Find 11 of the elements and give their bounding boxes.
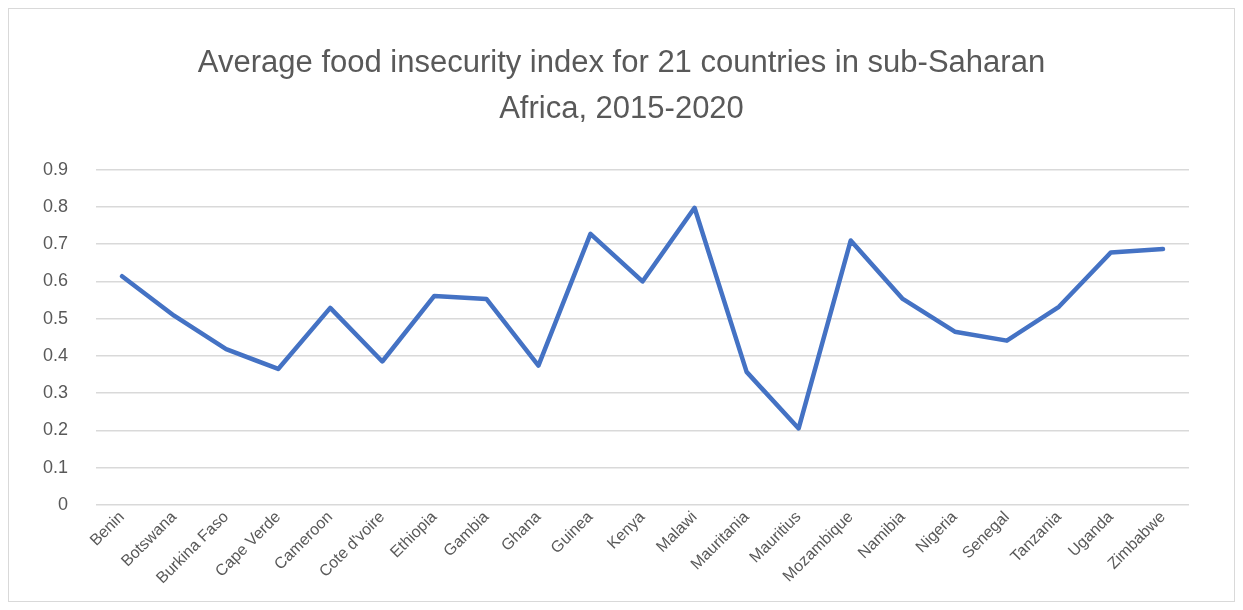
y-tick-label: 0.9 [42,158,69,179]
y-tick-label: 0.1 [42,456,69,477]
y-tick-label: 0.8 [42,195,69,216]
y-tick-label: 0.5 [42,307,69,328]
y-tick-label: 0.2 [42,419,69,440]
y-tick-label: 0.3 [42,382,69,403]
y-tick-label: 0 [58,493,69,514]
y-tick-label: 0.6 [42,270,69,291]
y-tick-label: 0.4 [42,344,69,365]
y-tick-label: 0.7 [42,233,69,254]
chart-title: Average food insecurity index for 21 countries in sub-Saharan Africa, 2015-2020 [196,43,1047,127]
